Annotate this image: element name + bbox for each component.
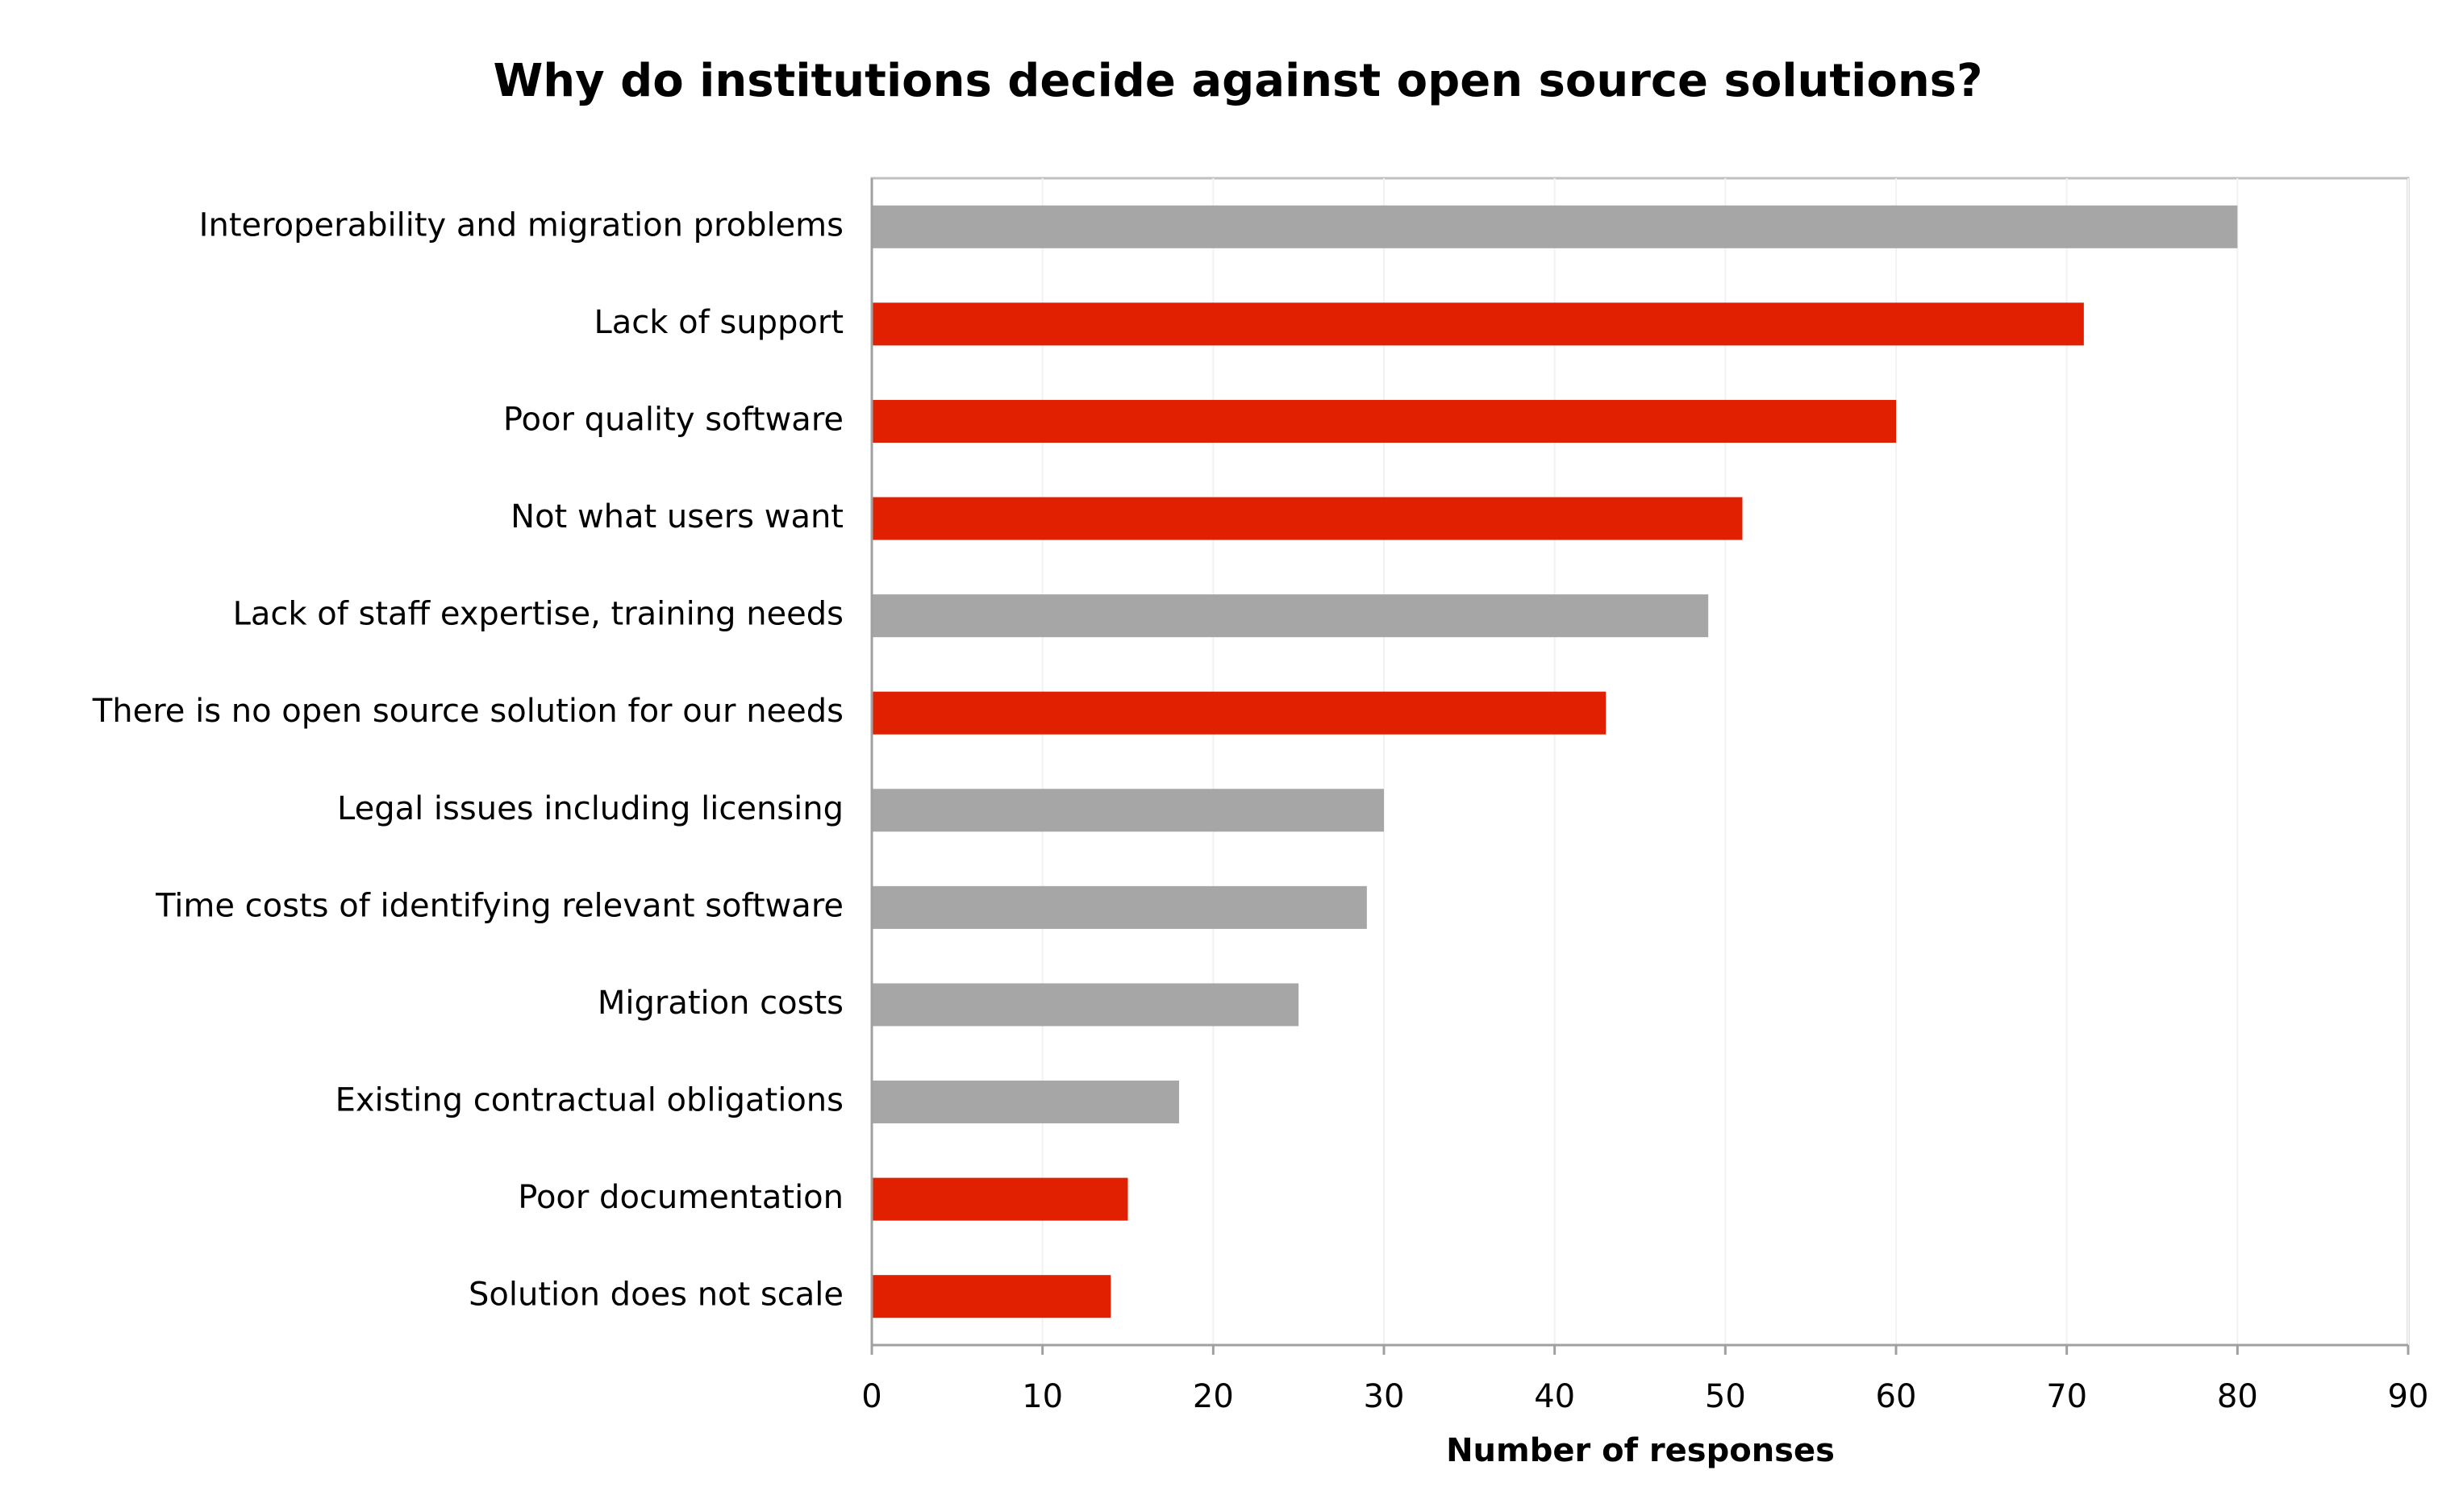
bar bbox=[872, 885, 1367, 929]
x-tick-label: 0 bbox=[861, 1378, 881, 1415]
bar bbox=[872, 205, 2238, 248]
y-tick-label: Solution does not scale bbox=[469, 1277, 844, 1314]
x-tick-label: 80 bbox=[2217, 1378, 2258, 1415]
x-tick-label: 50 bbox=[1705, 1378, 1746, 1415]
bar bbox=[872, 594, 1709, 638]
bar bbox=[872, 983, 1299, 1027]
bar bbox=[872, 1275, 1111, 1318]
x-tick-label: 20 bbox=[1193, 1378, 1234, 1415]
x-tick-label: 90 bbox=[2388, 1378, 2429, 1415]
x-tick-label: 60 bbox=[1876, 1378, 1917, 1415]
y-tick-label: Existing contractual obligations bbox=[335, 1082, 844, 1119]
x-tick-label: 10 bbox=[1022, 1378, 1063, 1415]
y-tick-label: Not what users want bbox=[511, 498, 844, 535]
x-tick-label: 70 bbox=[2046, 1378, 2087, 1415]
x-axis-label: Number of responses bbox=[1446, 1432, 1835, 1469]
bar bbox=[872, 789, 1384, 832]
y-tick-label: Time costs of identifying relevant softw… bbox=[155, 887, 844, 924]
y-tick-label: Legal issues including licensing bbox=[337, 790, 844, 827]
y-tick-label: Migration costs bbox=[598, 985, 844, 1022]
chart-title: Why do institutions decide against open … bbox=[493, 55, 1982, 107]
y-tick-label: There is no open source solution for our… bbox=[92, 693, 844, 730]
plot-area bbox=[870, 177, 2410, 1347]
bar bbox=[872, 302, 2084, 346]
x-tick-label: 40 bbox=[1534, 1378, 1575, 1415]
bar bbox=[872, 1081, 1179, 1124]
bar bbox=[872, 691, 1607, 735]
bar bbox=[872, 497, 1743, 540]
x-tick-label: 30 bbox=[1364, 1378, 1405, 1415]
y-tick-label: Poor quality software bbox=[503, 401, 844, 438]
bar bbox=[872, 399, 1896, 443]
y-tick-label: Poor documentation bbox=[518, 1179, 844, 1216]
y-tick-label: Lack of support bbox=[594, 304, 844, 341]
y-tick-label: Lack of staff expertise, training needs bbox=[233, 596, 844, 633]
bar bbox=[872, 1177, 1128, 1221]
y-tick-label: Interoperability and migration problems bbox=[199, 206, 844, 244]
